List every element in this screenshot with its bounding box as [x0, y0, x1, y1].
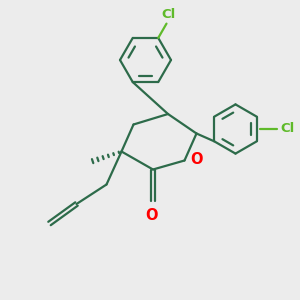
- Text: Cl: Cl: [280, 122, 294, 136]
- Text: O: O: [190, 152, 203, 166]
- Text: O: O: [145, 208, 158, 223]
- Text: Cl: Cl: [161, 8, 175, 21]
